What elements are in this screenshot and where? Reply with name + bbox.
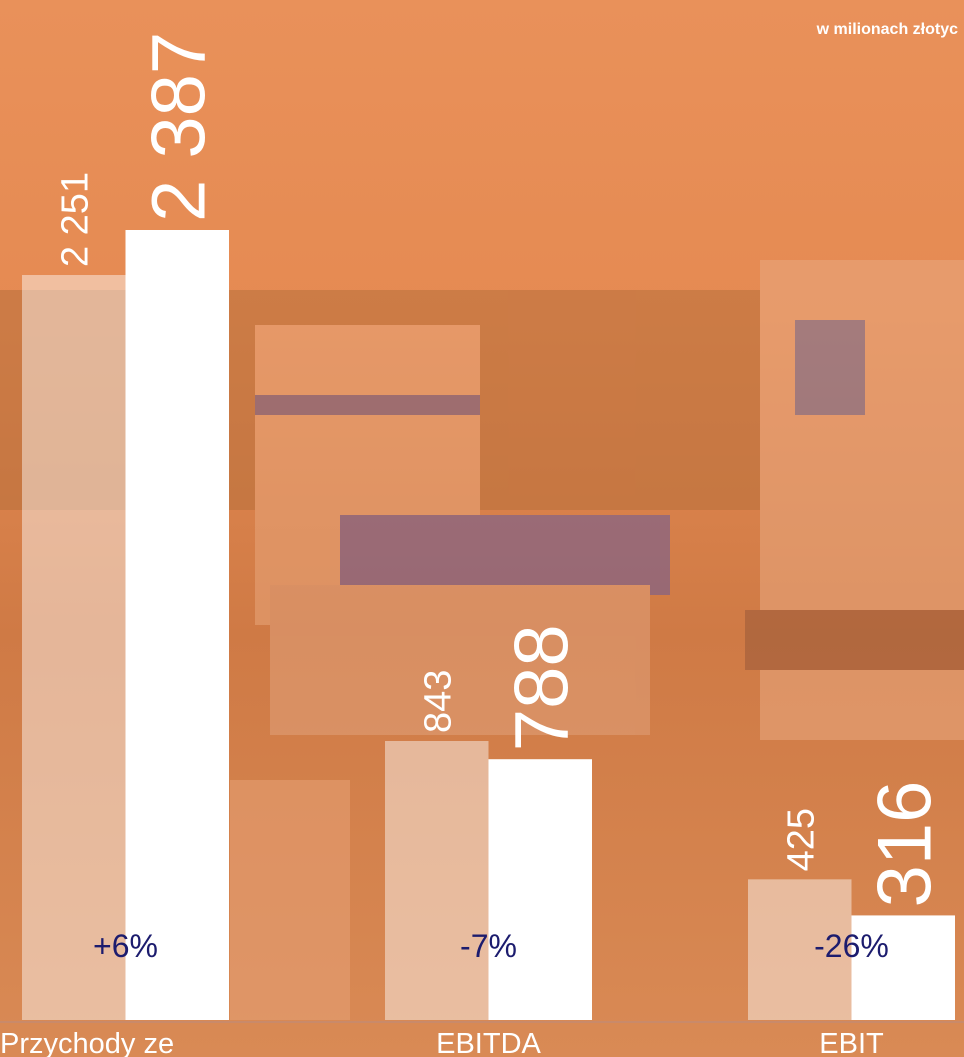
bar xyxy=(489,759,593,1020)
bar xyxy=(385,741,489,1020)
x-tick-label: Przychody ze xyxy=(0,1028,174,1057)
change-label: -7% xyxy=(460,928,517,964)
value-label: 788 xyxy=(500,624,585,751)
x-tick-label: EBITDA xyxy=(436,1028,541,1057)
value-label: 316 xyxy=(863,781,948,908)
value-label: 425 xyxy=(780,808,822,871)
bar xyxy=(22,275,126,1020)
value-label: 2 387 xyxy=(137,32,222,222)
unit-label: w milionach złotyc xyxy=(816,21,958,38)
chart: w milionach złotyc 2 251 2 387 +6% Przychod… xyxy=(0,0,964,1057)
bar xyxy=(126,230,230,1020)
x-tick-label: EBIT xyxy=(819,1028,884,1057)
change-label: +6% xyxy=(93,928,158,964)
change-label: -26% xyxy=(814,928,889,964)
value-label: 2 251 xyxy=(54,172,96,267)
value-label: 843 xyxy=(417,670,459,733)
